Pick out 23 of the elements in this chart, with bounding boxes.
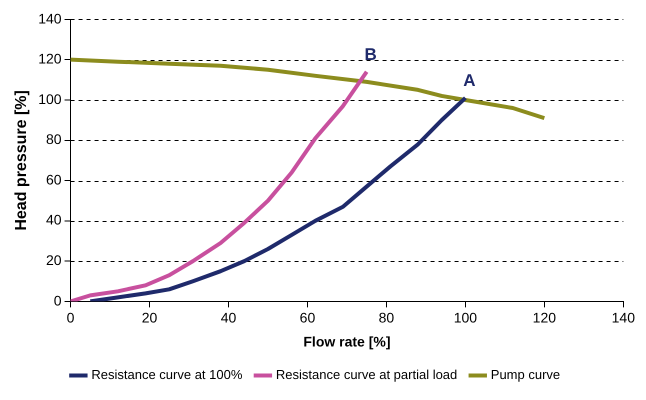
y-tick-label: 20 [46,252,62,268]
y-tick-label: 80 [46,131,62,148]
x-tick-label: 20 [142,310,158,326]
annotation: B [364,44,377,64]
x-tick-label: 60 [300,310,316,326]
x-tick-label: 120 [532,310,556,326]
legend-label: Resistance curve at 100% [91,367,243,382]
annotation: A [463,71,476,90]
y-tick-label: 60 [46,171,62,188]
legend-label: Pump curve [490,367,560,382]
x-axis-title: Flow rate [%] [303,333,390,350]
y-tick-label: 140 [38,10,62,26]
x-tick-label: 100 [454,310,478,326]
y-tick-label: 100 [38,90,62,107]
legend-label: Resistance curve at partial load [276,367,458,382]
x-tick-label: 140 [612,310,636,326]
y-tick-label: 40 [46,212,62,228]
y-axis-title: Head pressure [%] [13,90,30,231]
x-tick-label: 80 [378,310,394,326]
y-tick-label: 120 [38,50,62,67]
x-tick-label: 0 [66,310,75,326]
x-tick-label: 40 [220,310,236,326]
y-tick-label: 0 [54,292,62,308]
